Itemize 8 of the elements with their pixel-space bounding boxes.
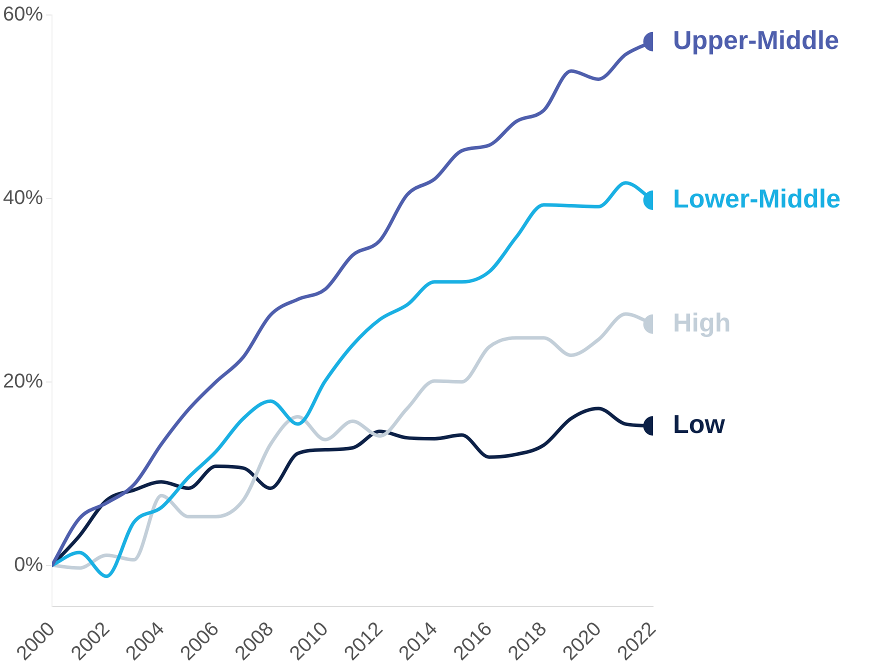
series-label: High bbox=[673, 307, 731, 338]
series-label: Upper-Middle bbox=[673, 24, 840, 55]
y-tick-label: 0% bbox=[14, 554, 44, 576]
y-tick-label: 20% bbox=[3, 370, 44, 392]
y-tick-label: 60% bbox=[3, 4, 44, 26]
series-label: Low bbox=[673, 409, 726, 440]
series-label: Lower-Middle bbox=[673, 183, 841, 214]
y-tick-label: 40% bbox=[3, 186, 44, 209]
